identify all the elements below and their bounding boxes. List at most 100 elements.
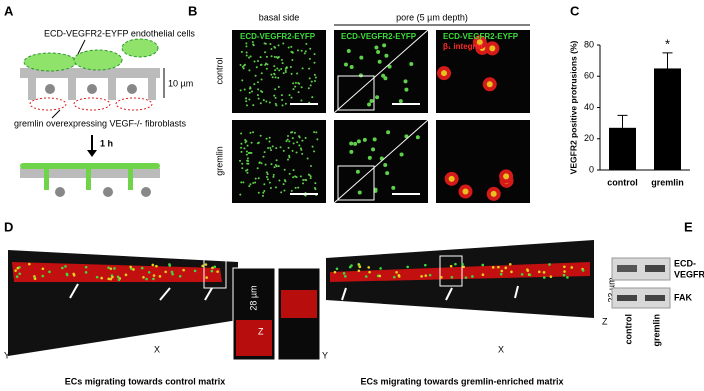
- axis-label: Y: [322, 350, 328, 360]
- signal-spot: [289, 66, 292, 69]
- signal-spot: [240, 50, 243, 53]
- signal-spot: [454, 262, 457, 266]
- cell: [23, 52, 77, 72]
- signal-spot: [284, 102, 287, 105]
- annotation: gremlin overexpressing VEGF-/- fibroblas…: [14, 118, 187, 128]
- signal-spot: [461, 262, 464, 266]
- signal-spot: [291, 137, 294, 140]
- signal-spot: [294, 85, 297, 88]
- signal-spot: [264, 42, 267, 45]
- cell-spot: [486, 81, 493, 88]
- signal-spot: [295, 151, 298, 154]
- cell-spot: [489, 45, 496, 52]
- signal-spot: [294, 81, 297, 84]
- signal-spot: [308, 77, 311, 80]
- cell: [121, 38, 159, 58]
- signal-spot: [520, 273, 524, 276]
- signal-spot: [109, 267, 113, 270]
- signal-spot: [273, 72, 276, 75]
- signal-spot: [168, 264, 172, 267]
- signal-spot: [278, 69, 281, 72]
- signal-spot: [378, 274, 382, 278]
- signal-spot: [276, 67, 279, 70]
- signal-spot: [281, 104, 284, 107]
- signal-spot: [288, 156, 291, 159]
- signal-spot: [205, 276, 208, 279]
- signal-spot: [471, 275, 474, 278]
- divider: [333, 119, 429, 204]
- signal-spot: [300, 86, 303, 89]
- panel-label: D: [4, 219, 13, 234]
- signal-spot: [245, 42, 248, 45]
- signal-spot: [316, 138, 319, 141]
- signal-spot: [311, 96, 314, 99]
- signal-spot: [307, 87, 310, 90]
- signal-spot: [358, 73, 363, 78]
- signal-spot: [342, 272, 346, 275]
- micrograph: [232, 30, 326, 113]
- signal-spot: [306, 157, 309, 160]
- signal-spot: [273, 45, 276, 48]
- signal-spot: [265, 137, 268, 140]
- signal-spot: [193, 269, 197, 273]
- signal-spot: [257, 191, 260, 194]
- signal-spot: [406, 265, 409, 269]
- signal-spot: [549, 275, 553, 279]
- signal-spot: [290, 189, 293, 192]
- signal-spot: [129, 265, 132, 269]
- signal-spot: [239, 193, 242, 196]
- signal-spot: [155, 264, 158, 268]
- signal-spot: [245, 104, 248, 107]
- x-tick-label: control: [607, 177, 638, 187]
- signal-spot: [265, 171, 268, 174]
- renderings: [8, 240, 594, 361]
- signal-spot: [267, 147, 270, 150]
- signal-spot: [383, 76, 388, 81]
- signal-spot: [368, 270, 371, 274]
- signal-spot: [274, 69, 277, 72]
- signal-spot: [269, 43, 272, 46]
- signal-spot: [277, 85, 280, 88]
- signal-spot: [304, 50, 307, 53]
- signal-spot: [286, 138, 289, 141]
- signal-spot: [274, 76, 277, 79]
- signal-spot: [113, 267, 116, 270]
- signal-spot: [245, 45, 248, 48]
- signal-spot: [242, 181, 245, 184]
- signal-spot: [249, 131, 252, 134]
- signal-spot: [256, 81, 259, 84]
- signal-spot: [364, 275, 368, 278]
- signal-spot: [292, 82, 295, 85]
- signal-spot: [284, 69, 287, 72]
- signal-spot: [350, 264, 353, 267]
- signal-spot: [117, 278, 121, 282]
- signal-spot: [566, 276, 569, 279]
- signal-spot: [259, 56, 262, 59]
- signal-spot: [246, 159, 249, 162]
- protrusion: [44, 168, 49, 190]
- signal-spot: [301, 139, 304, 142]
- signal-spot: [252, 131, 255, 134]
- signal-spot: [245, 100, 248, 103]
- inset: [337, 75, 375, 111]
- divider: [333, 29, 429, 114]
- signal-spot: [109, 277, 113, 281]
- signal-spot: [314, 76, 317, 79]
- signal-spot: [248, 91, 251, 94]
- signal-spot: [65, 273, 69, 277]
- signal-spot: [241, 65, 244, 68]
- signal-spot: [349, 149, 354, 154]
- signal-spot: [268, 140, 271, 143]
- cell-spot: [503, 173, 510, 180]
- signal-spot: [384, 53, 389, 58]
- signal-spot: [349, 64, 354, 69]
- signal-spot: [258, 161, 261, 164]
- signal-spot: [245, 169, 248, 172]
- fibroblast: [73, 97, 111, 111]
- cell-spot: [462, 188, 469, 195]
- signal-spot: [111, 275, 114, 279]
- signal-spot: [283, 189, 286, 192]
- signal-spot: [240, 146, 243, 149]
- signal-spot: [358, 265, 362, 269]
- signal-spot: [142, 275, 145, 279]
